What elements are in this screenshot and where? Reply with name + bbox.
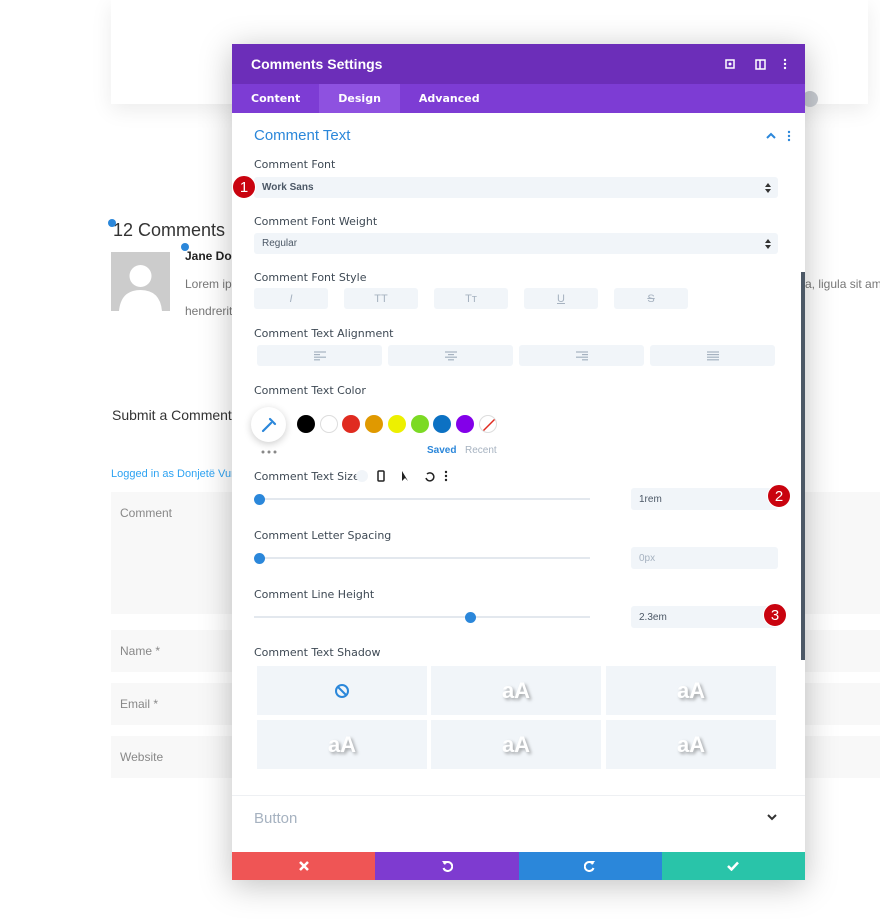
field-label: Comment Font Weight <box>254 215 378 228</box>
color-picker[interactable] <box>251 407 286 442</box>
close-dot[interactable] <box>802 91 818 107</box>
none-icon <box>481 417 496 432</box>
swatch[interactable] <box>319 415 338 433</box>
swatch[interactable] <box>342 415 361 433</box>
swatch[interactable] <box>410 415 429 433</box>
logged-in[interactable]: Logged in as Donjetë Vun <box>111 468 238 480</box>
button-section[interactable]: Button <box>232 795 805 840</box>
header-icons[interactable] <box>722 57 792 71</box>
font-select[interactable]: Work Sans <box>254 177 778 198</box>
tab[interactable]: Design <box>319 84 400 113</box>
align-icon <box>706 350 719 360</box>
field-label: Comment Font <box>254 158 336 171</box>
field-label: Comment Font Style <box>254 271 367 284</box>
slider-thumb[interactable] <box>254 494 265 505</box>
comment-text: hendrerit <box>185 304 233 318</box>
comments-title: 12 Comments <box>113 220 226 240</box>
edit-dot <box>181 243 189 251</box>
avatar <box>111 252 170 311</box>
slider-track[interactable] <box>254 616 590 618</box>
select-arrow <box>765 183 771 193</box>
align-button[interactable] <box>388 345 513 366</box>
submit-title: Submit a Comment <box>112 407 232 423</box>
style-button[interactable]: TT <box>344 288 418 309</box>
style-button[interactable]: I <box>254 288 328 309</box>
scrollbar[interactable] <box>801 272 805 660</box>
redo-icon <box>584 861 596 872</box>
spacing-input[interactable]: 0px <box>631 547 778 569</box>
badge: 2 <box>767 484 791 508</box>
shadow-preset[interactable]: aA <box>606 720 776 769</box>
tab[interactable]: Advanced <box>418 92 480 105</box>
align-icon <box>444 350 457 360</box>
style-button[interactable]: U <box>524 288 598 309</box>
tab-bar: Content Design Advanced <box>232 84 805 113</box>
slider-thumb[interactable] <box>465 612 476 623</box>
swatch[interactable] <box>455 415 474 433</box>
option-icons[interactable] <box>354 468 454 484</box>
redo-button[interactable] <box>518 852 662 880</box>
select-arrow <box>765 239 771 249</box>
cancel-button[interactable] <box>232 852 376 880</box>
none-icon <box>335 683 349 698</box>
swatch-none[interactable] <box>478 415 497 433</box>
settings-panel: Comments Settings Content Design Advanced … <box>232 44 805 880</box>
avatar-icon <box>119 265 162 311</box>
slider-track[interactable] <box>254 557 590 559</box>
section-title: Comment Text <box>254 127 351 144</box>
section-title: Button <box>254 810 298 827</box>
x-icon <box>298 861 309 871</box>
comment-text: Lorem ips <box>185 277 238 291</box>
shadow-preset[interactable]: aA <box>606 666 776 715</box>
field-label: Comment Text Size <box>254 470 360 483</box>
align-icon <box>575 350 588 360</box>
eyedropper-icon <box>261 417 277 433</box>
swatch[interactable] <box>365 415 384 433</box>
swatch[interactable] <box>297 415 315 433</box>
undo-button[interactable] <box>375 852 519 880</box>
swatch[interactable] <box>387 415 406 433</box>
align-icon <box>313 350 326 360</box>
slider-track[interactable] <box>254 498 590 500</box>
size-input[interactable]: 1rem <box>631 488 778 510</box>
line-height-input[interactable]: 2.3em <box>631 606 778 628</box>
check-icon <box>727 861 740 871</box>
recent-tab[interactable]: Recent <box>465 445 497 456</box>
shadow-none[interactable] <box>257 666 427 715</box>
style-button[interactable]: S <box>614 288 688 309</box>
field-label: Comment Text Alignment <box>254 327 394 340</box>
field-label: Comment Line Height <box>254 588 375 601</box>
swatch[interactable] <box>433 415 452 433</box>
tab[interactable]: Content <box>251 92 301 105</box>
weight-select[interactable]: Regular <box>254 233 778 254</box>
author: Jane Doe <box>185 249 239 263</box>
panel-title: Comments Settings <box>251 56 383 72</box>
comment-text: a, ligula sit ame <box>805 277 880 291</box>
shadow-preset[interactable]: aA <box>431 666 601 715</box>
saved-tab[interactable]: Saved <box>427 445 457 456</box>
more-dots[interactable] <box>260 449 278 455</box>
panel-header: Comments Settings <box>232 44 805 84</box>
field-label: Comment Text Shadow <box>254 646 381 659</box>
align-button[interactable] <box>257 345 382 366</box>
chevron <box>767 814 777 821</box>
field-label: Comment Letter Spacing <box>254 529 392 542</box>
shadow-preset[interactable]: aA <box>257 720 427 769</box>
undo-icon <box>441 861 453 872</box>
edit-dot <box>108 219 116 227</box>
slider-thumb[interactable] <box>254 553 265 564</box>
footer <box>232 852 805 880</box>
badge: 1 <box>232 175 256 199</box>
style-button[interactable]: Tт <box>434 288 508 309</box>
save-button[interactable] <box>661 852 805 880</box>
badge: 3 <box>763 603 787 627</box>
align-button[interactable] <box>650 345 775 366</box>
field-label: Comment Text Color <box>254 384 366 397</box>
align-button[interactable] <box>519 345 644 366</box>
section-icons[interactable] <box>765 129 795 143</box>
shadow-preset[interactable]: aA <box>431 720 601 769</box>
